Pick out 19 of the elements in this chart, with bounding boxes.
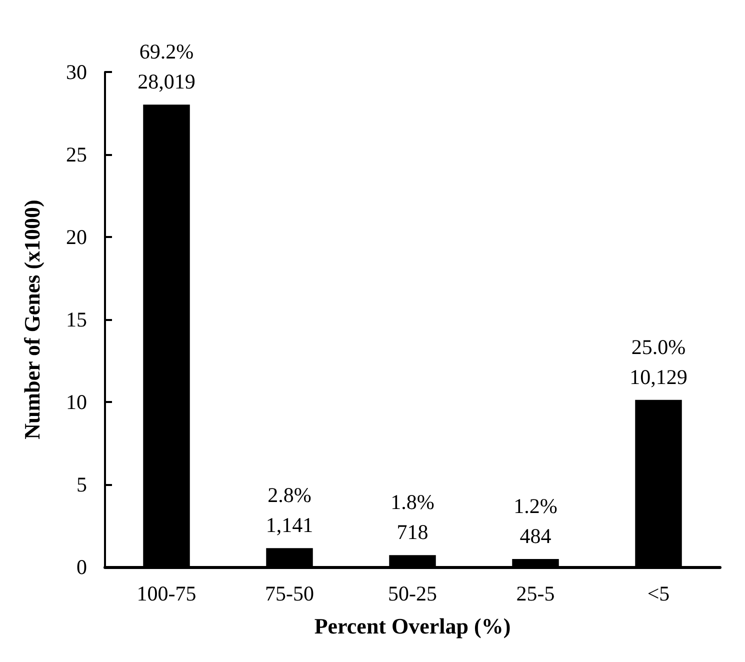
annotation: 2.8% 1,141 <box>266 483 314 538</box>
y-tick-label: 0 <box>76 555 87 579</box>
annotation: 1.8% 718 <box>390 490 434 544</box>
annotation: 69.2% 28,019 <box>138 40 196 94</box>
y-tick-label: 20 <box>66 225 87 249</box>
y-tick-label: 25 <box>66 142 87 166</box>
y-tick-label: 30 <box>66 60 87 84</box>
y-tick-label: 15 <box>66 308 87 332</box>
y-tick-label: 5 <box>76 472 87 496</box>
y-tick-label: 10 <box>66 390 87 414</box>
x-tick-label: 50-25 <box>388 582 437 606</box>
annotation: 1.2% 484 <box>514 494 558 548</box>
annotation: 25.0% 10,129 <box>630 334 688 389</box>
x-axis-title: Percent Overlap (%) <box>314 614 511 638</box>
x-tick-label: <5 <box>647 582 670 606</box>
x-tick-label: 75-50 <box>265 582 314 606</box>
y-axis-title: Number of Genes (x1000) <box>20 200 44 440</box>
x-tick-label: 100-75 <box>136 582 196 606</box>
x-tick-label: 25-5 <box>516 582 555 606</box>
